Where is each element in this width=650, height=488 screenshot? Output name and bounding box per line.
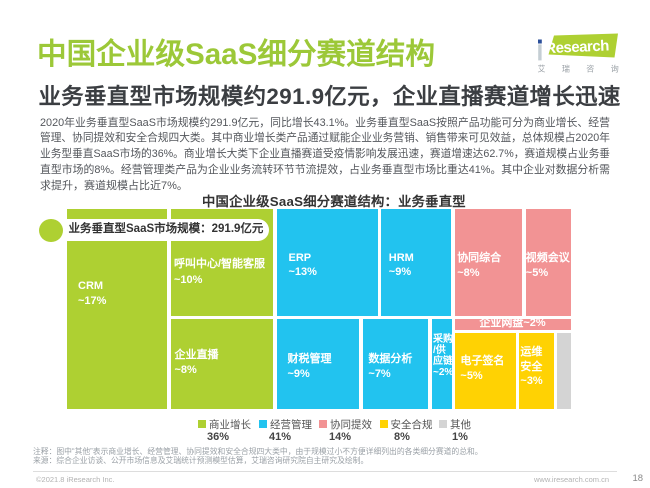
- svg-text:Research: Research: [545, 37, 610, 57]
- svg-text:艾: 艾: [538, 65, 546, 74]
- svg-text:询: 询: [611, 64, 619, 74]
- svg-text:咨: 咨: [586, 64, 594, 74]
- svg-text:瑞: 瑞: [562, 64, 570, 74]
